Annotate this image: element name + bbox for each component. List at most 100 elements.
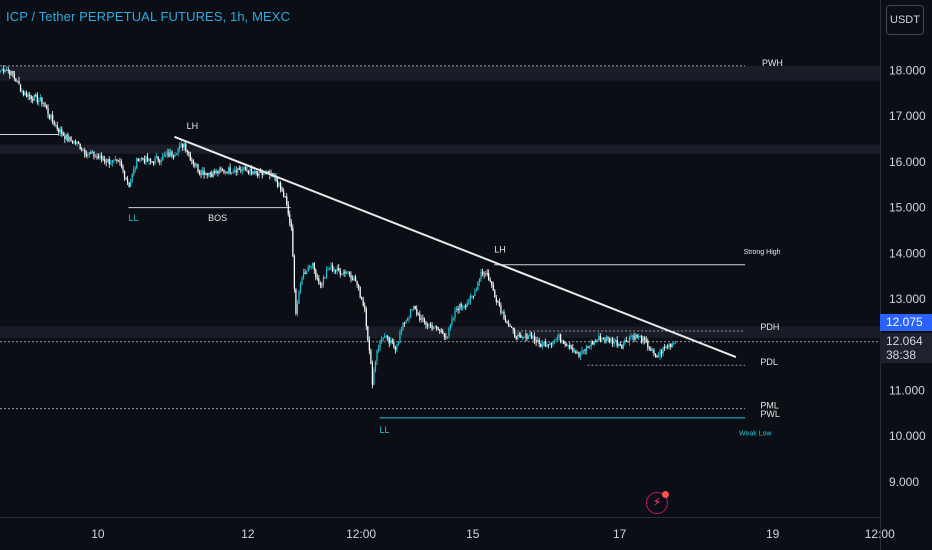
candle-body — [564, 343, 566, 345]
candle-body — [165, 154, 167, 156]
candle-body — [596, 340, 598, 342]
candle-body — [195, 164, 198, 166]
candle-body — [48, 114, 51, 119]
candle-body — [250, 168, 253, 172]
candle-body — [665, 346, 667, 348]
candle-body — [388, 337, 390, 344]
candle-body — [227, 167, 230, 174]
candle-body — [578, 351, 580, 357]
candle-body — [325, 270, 328, 278]
candle-body — [601, 338, 603, 341]
candle-body — [380, 339, 383, 341]
candle-body — [117, 160, 120, 162]
candle-body — [36, 95, 38, 103]
candle-body — [491, 281, 493, 286]
lightning-alert-icon[interactable]: ⚡ — [646, 491, 669, 514]
candle-body — [598, 336, 600, 341]
time-tick-label: 12:00 — [346, 527, 376, 541]
trendline-layer[interactable] — [174, 135, 737, 358]
candle-body — [512, 327, 514, 330]
candle-body — [70, 137, 72, 141]
candle-body — [657, 355, 660, 358]
candle-body — [480, 271, 482, 280]
candle-body — [538, 339, 540, 345]
plot-background — [0, 0, 880, 550]
candle-body — [342, 271, 344, 275]
candle-body — [39, 97, 42, 101]
candle-body — [281, 188, 283, 192]
candle-body — [411, 309, 413, 311]
candle-body — [446, 336, 449, 338]
candle-body — [41, 97, 43, 105]
candle-body — [608, 338, 611, 342]
candle-body — [556, 338, 559, 340]
annotation-pwh: PWH — [762, 58, 783, 68]
candle-body — [492, 285, 494, 291]
candle-body — [650, 348, 652, 351]
price-axis[interactable]: 9.00010.00011.00012.00013.00014.00015.00… — [889, 64, 926, 489]
candle-body — [45, 105, 48, 109]
candle-body — [198, 171, 201, 174]
price-tick-label: 16.000 — [889, 155, 926, 169]
candle-body — [405, 320, 407, 324]
candle-body — [497, 301, 499, 303]
candle-body — [234, 170, 236, 172]
candle-body — [153, 161, 155, 164]
candle-body — [336, 267, 338, 271]
candle-body — [293, 256, 296, 289]
candle-body — [627, 341, 629, 343]
candle-body — [619, 344, 621, 346]
candle-body — [400, 329, 403, 333]
candle-body — [533, 336, 536, 340]
candle-body — [58, 128, 60, 133]
candle-body — [146, 156, 149, 162]
candle-body — [575, 351, 577, 354]
candle-body — [136, 158, 138, 169]
candle-body — [160, 160, 162, 162]
candle-body — [624, 340, 626, 344]
candle-body — [238, 168, 240, 170]
candle-body — [318, 278, 320, 284]
candle-body — [163, 155, 165, 157]
candle-body — [374, 361, 377, 371]
candle-body — [636, 334, 638, 338]
time-axis[interactable]: 10 12 12:00 15 17 19 12:00 — [91, 527, 895, 541]
levels-layer — [0, 65, 906, 419]
last-price-label: 12.075 — [880, 314, 932, 331]
candle-body — [111, 160, 113, 164]
candle-body — [171, 151, 173, 156]
candle-body — [462, 306, 464, 308]
candle-body — [667, 346, 669, 348]
candle-body — [465, 306, 467, 308]
candle-body — [246, 170, 248, 172]
candle-body — [209, 172, 211, 174]
candle-body — [232, 171, 234, 173]
candle-body — [520, 334, 522, 338]
candle-body — [647, 340, 649, 348]
candle-body — [459, 303, 461, 311]
candle-body — [585, 346, 588, 351]
candle-body — [298, 290, 300, 304]
candle-body — [515, 336, 517, 340]
candle-body — [126, 179, 129, 183]
candle-body — [431, 325, 433, 330]
candle-body — [79, 144, 81, 150]
candle-body — [589, 346, 591, 348]
currency-button[interactable]: USDT — [886, 5, 924, 35]
candle-body — [218, 168, 221, 174]
trendline[interactable] — [174, 135, 737, 358]
candle-body — [498, 301, 501, 306]
candle-body — [324, 277, 326, 279]
candle-body — [322, 277, 325, 285]
chart-title: ICP / Tether PERPETUAL FUTURES, 1h, MEXC — [6, 9, 291, 24]
candle-body — [605, 337, 608, 341]
candle-body — [364, 305, 366, 309]
candle-body — [241, 169, 243, 171]
zone-1 — [0, 144, 880, 154]
zone-0 — [0, 65, 880, 81]
candle-body — [358, 284, 360, 287]
annotation-pml: PML — [760, 401, 779, 411]
candle-body — [651, 349, 654, 351]
candle-body — [122, 166, 124, 171]
